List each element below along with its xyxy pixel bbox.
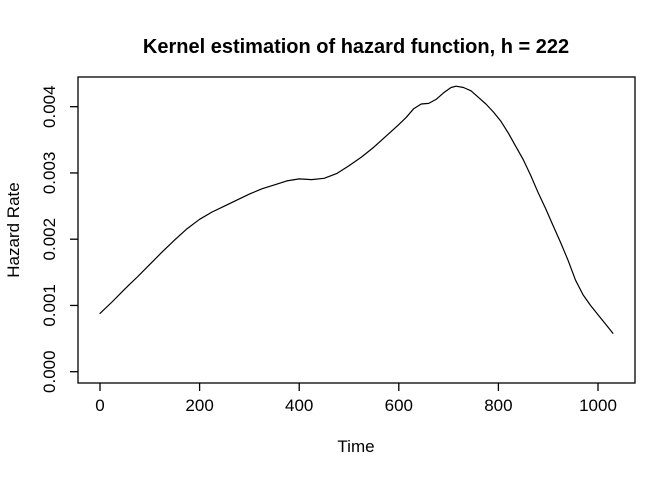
x-tick-label: 1000	[579, 396, 617, 415]
y-tick-label: 0.003	[40, 152, 59, 195]
y-axis-title: Hazard Rate	[4, 182, 23, 277]
x-tick-label: 800	[484, 396, 512, 415]
x-tick-label: 400	[285, 396, 313, 415]
y-tick-label: 0.004	[40, 85, 59, 128]
hazard-curve	[99, 85, 614, 334]
plot-border	[77, 76, 636, 384]
y-tick-label: 0.000	[40, 350, 59, 393]
x-tick-label: 200	[185, 396, 213, 415]
x-axis: 0 200 400 600 800 1000	[95, 383, 617, 415]
x-axis-title: Time	[337, 437, 374, 456]
x-tick-label: 600	[385, 396, 413, 415]
y-axis: 0.000 0.001 0.002 0.003 0.004	[40, 85, 78, 393]
y-tick-label: 0.001	[40, 284, 59, 327]
chart-title: Kernel estimation of hazard function, h …	[143, 36, 569, 58]
x-tick-label: 0	[95, 396, 104, 415]
y-tick-label: 0.002	[40, 218, 59, 261]
